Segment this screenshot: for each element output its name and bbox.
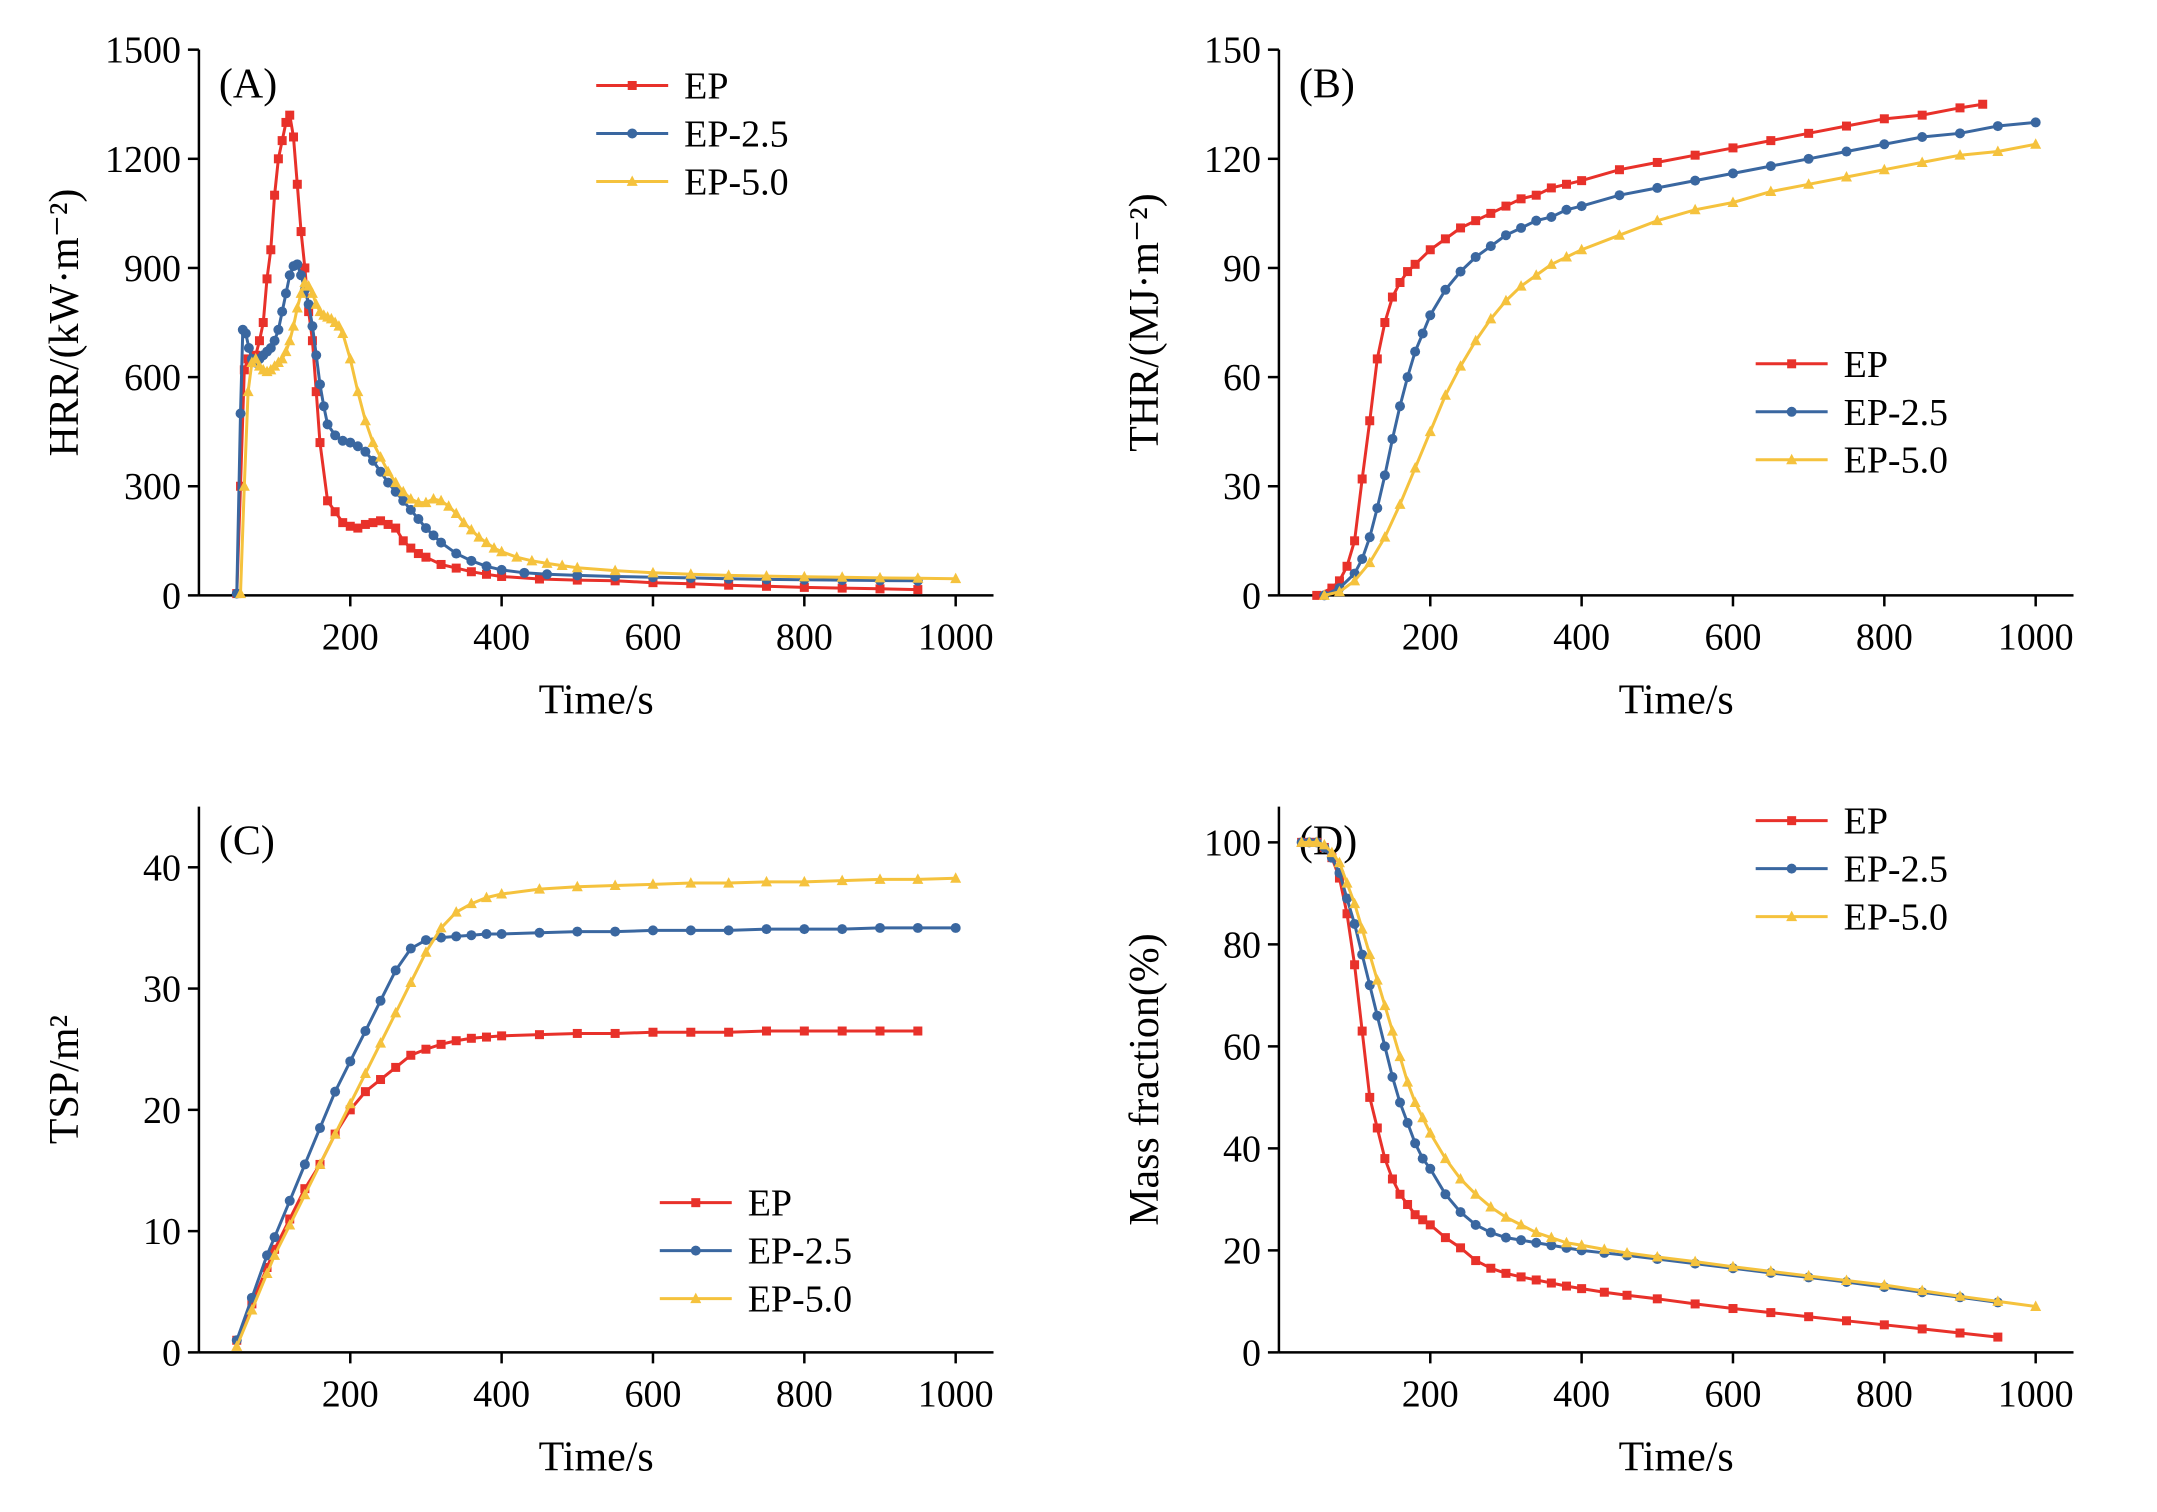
svg-text:1000: 1000: [1997, 1373, 2073, 1415]
svg-text:30: 30: [1222, 466, 1260, 508]
svg-text:400: 400: [473, 1373, 530, 1415]
svg-text:600: 600: [124, 357, 181, 399]
svg-text:EP: EP: [748, 1183, 792, 1225]
hrr-chart: 200 400 600 800 1000 0 300 600 900 1200 1500 Time/s…: [44, 30, 994, 724]
svg-text:800: 800: [1855, 1373, 1912, 1415]
svg-text:EP-2.5: EP-2.5: [1843, 849, 1947, 891]
svg-text:(A): (A): [219, 62, 277, 108]
svg-text:600: 600: [625, 1373, 682, 1415]
svg-text:EP-2.5: EP-2.5: [748, 1231, 852, 1273]
svg-text:EP-2.5: EP-2.5: [684, 113, 788, 155]
svg-text:20: 20: [143, 1090, 181, 1132]
svg-text:30: 30: [143, 969, 181, 1011]
svg-text:80: 80: [1222, 924, 1260, 966]
svg-text:800: 800: [776, 616, 833, 658]
svg-text:60: 60: [1222, 1026, 1260, 1068]
svg-text:90: 90: [1222, 248, 1260, 290]
svg-text:900: 900: [124, 248, 181, 290]
svg-text:200: 200: [322, 1373, 379, 1415]
svg-text:1000: 1000: [918, 1373, 994, 1415]
svg-text:1200: 1200: [105, 139, 181, 181]
svg-text:100: 100: [1203, 822, 1260, 864]
svg-text:TSP/m²: TSP/m²: [44, 1015, 88, 1144]
svg-text:0: 0: [162, 1332, 181, 1374]
svg-text:200: 200: [322, 616, 379, 658]
svg-text:THR/(MJ·m⁻²): THR/(MJ·m⁻²): [1124, 193, 1168, 452]
svg-text:EP: EP: [684, 65, 728, 107]
svg-text:20: 20: [1222, 1230, 1260, 1272]
svg-text:EP-2.5: EP-2.5: [1843, 392, 1947, 434]
svg-text:0: 0: [1241, 575, 1260, 617]
svg-text:40: 40: [143, 847, 181, 889]
tsp-chart: 200 400 600 800 1000 0 10 20 30 40 Time/s TSP/m² (C)…: [44, 806, 994, 1480]
svg-text:800: 800: [1855, 616, 1912, 658]
svg-text:Time/s: Time/s: [539, 677, 654, 723]
panel-tsp: 200 400 600 800 1000 0 10 20 30 40 Time/s TSP/m² (C)…: [44, 771, 1034, 1498]
svg-text:1000: 1000: [918, 616, 994, 658]
svg-text:EP-5.0: EP-5.0: [748, 1279, 852, 1321]
svg-text:600: 600: [625, 616, 682, 658]
svg-text:Mass fraction(%): Mass fraction(%): [1124, 933, 1168, 1226]
svg-text:EP-5.0: EP-5.0: [684, 161, 788, 203]
svg-text:Time/s: Time/s: [539, 1434, 654, 1480]
svg-text:Time/s: Time/s: [1618, 1434, 1733, 1480]
svg-text:EP: EP: [1843, 344, 1887, 386]
svg-text:(C): (C): [219, 819, 275, 865]
svg-text:800: 800: [776, 1373, 833, 1415]
svg-text:1000: 1000: [1997, 616, 2073, 658]
svg-text:0: 0: [1241, 1332, 1260, 1374]
svg-text:Time/s: Time/s: [1618, 677, 1733, 723]
svg-text:HRR/(kW·m⁻²): HRR/(kW·m⁻²): [44, 189, 88, 457]
svg-text:60: 60: [1222, 357, 1260, 399]
thr-chart: 200 400 600 800 1000 0 30 60 90 120 150 Time/s THR/(…: [1124, 30, 2074, 724]
svg-text:300: 300: [124, 466, 181, 508]
svg-text:0: 0: [162, 575, 181, 617]
svg-text:EP-5.0: EP-5.0: [1843, 440, 1947, 482]
svg-text:40: 40: [1222, 1128, 1260, 1170]
panel-hrr: 200 400 600 800 1000 0 300 600 900 1200 1500 Time/s…: [44, 14, 1034, 741]
panel-mass-fraction: 200 400 600 800 1000 0 20 40 60 80 100 Time/s Mass f…: [1124, 771, 2114, 1498]
panel-thr: 200 400 600 800 1000 0 30 60 90 120 150 Time/s THR/(…: [1124, 14, 2114, 741]
mass-fraction-chart: 200 400 600 800 1000 0 20 40 60 80 100 Time/s Mass f…: [1124, 801, 2074, 1481]
svg-text:(B): (B): [1298, 62, 1354, 108]
svg-text:1500: 1500: [105, 30, 181, 72]
svg-text:150: 150: [1203, 30, 1260, 72]
svg-text:10: 10: [143, 1211, 181, 1253]
svg-text:120: 120: [1203, 139, 1260, 181]
svg-text:EP: EP: [1843, 801, 1887, 843]
svg-text:400: 400: [1553, 616, 1610, 658]
svg-text:400: 400: [1553, 1373, 1610, 1415]
svg-text:EP-5.0: EP-5.0: [1843, 897, 1947, 939]
svg-text:200: 200: [1401, 616, 1458, 658]
svg-text:600: 600: [1704, 1373, 1761, 1415]
svg-text:600: 600: [1704, 616, 1761, 658]
svg-text:200: 200: [1401, 1373, 1458, 1415]
svg-text:400: 400: [473, 616, 530, 658]
